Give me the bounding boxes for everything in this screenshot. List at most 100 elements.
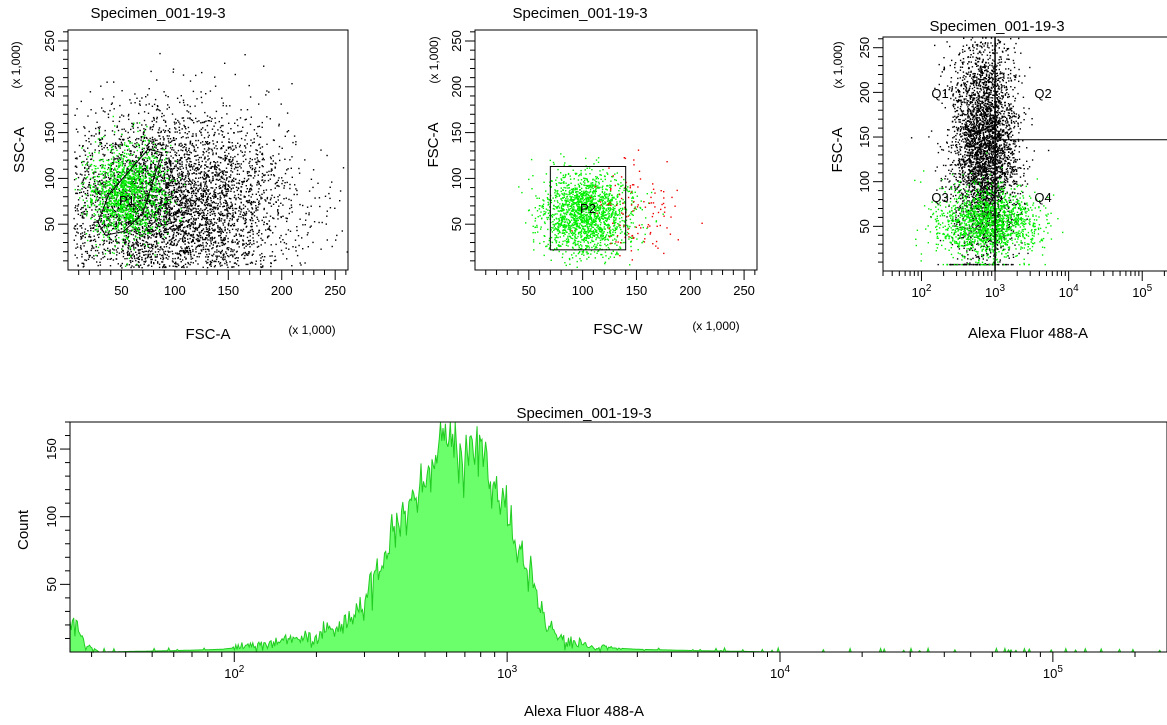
event-dot	[106, 203, 108, 205]
event-dot	[132, 214, 134, 216]
event-dot	[317, 182, 319, 184]
event-dot	[244, 222, 246, 225]
event-dot	[129, 210, 131, 212]
event-dot	[165, 231, 168, 233]
event-dot	[251, 213, 253, 216]
event-dot	[162, 249, 164, 251]
event-dot	[246, 200, 249, 202]
event-dot	[106, 218, 109, 220]
event-dot	[202, 144, 204, 146]
event-dot	[207, 221, 209, 223]
event-dot	[144, 233, 147, 235]
event-dot	[113, 190, 115, 193]
event-dot	[114, 174, 116, 177]
event-dot	[144, 221, 146, 224]
event-dot	[209, 167, 211, 169]
event-dot	[296, 226, 298, 228]
event-dot	[115, 258, 118, 260]
event-dot	[255, 170, 257, 173]
event-dot	[220, 211, 222, 213]
event-dot	[134, 229, 136, 231]
event-dot	[238, 146, 241, 148]
event-dot	[79, 225, 81, 227]
event-dot	[104, 201, 107, 203]
event-dot	[77, 264, 79, 266]
event-dot	[157, 212, 159, 214]
event-dot	[97, 176, 100, 178]
event-dot	[93, 255, 95, 257]
event-dot	[96, 175, 99, 178]
event-dot	[190, 202, 192, 204]
event-dot	[128, 169, 130, 171]
event-dot	[285, 197, 287, 199]
event-dot	[174, 160, 176, 162]
event-dot	[176, 183, 179, 185]
event-dot	[171, 184, 173, 187]
event-dot	[141, 148, 143, 151]
event-dot	[103, 224, 105, 226]
event-dot	[244, 205, 247, 208]
event-dot	[140, 202, 142, 204]
event-dot	[187, 238, 189, 240]
event-dot	[244, 151, 246, 153]
event-dot	[151, 211, 153, 213]
event-dot	[116, 194, 118, 197]
event-dot	[155, 232, 157, 234]
event-dot	[203, 181, 205, 183]
event-dot	[87, 258, 90, 260]
event-dot	[218, 187, 221, 190]
event-dot	[196, 256, 198, 258]
event-dot	[160, 202, 162, 204]
event-dot	[175, 213, 177, 215]
event-dot	[191, 194, 193, 197]
event-dot	[210, 261, 212, 263]
event-dot	[204, 164, 206, 166]
event-dot	[206, 186, 208, 188]
event-dot	[236, 169, 239, 172]
event-dot	[127, 254, 129, 256]
event-dot	[239, 144, 241, 146]
event-dot	[228, 247, 230, 249]
event-dot	[280, 202, 282, 204]
event-dot	[141, 165, 143, 167]
event-dot	[226, 214, 229, 216]
event-dot	[193, 146, 195, 148]
event-dot	[234, 203, 237, 205]
event-dot	[214, 208, 217, 210]
event-dot	[92, 191, 95, 193]
event-dot	[106, 217, 109, 219]
event-dot	[215, 110, 218, 113]
event-dot	[244, 196, 246, 198]
event-dot	[168, 183, 170, 185]
event-dot	[80, 248, 82, 250]
event-dot	[172, 71, 174, 73]
event-dot	[155, 145, 158, 147]
event-dot	[107, 116, 110, 119]
event-dot	[291, 156, 293, 158]
event-dot	[149, 200, 151, 202]
event-dot	[162, 177, 164, 180]
event-dot	[146, 125, 148, 128]
event-dot	[95, 246, 97, 248]
event-dot	[155, 109, 158, 111]
event-dot	[257, 160, 259, 163]
event-dot	[172, 261, 174, 263]
event-dot	[186, 225, 189, 227]
event-dot	[184, 240, 186, 242]
event-dot	[96, 255, 98, 257]
event-dot	[245, 134, 247, 137]
event-dot	[138, 209, 141, 211]
event-dot	[145, 225, 147, 227]
event-dot	[82, 211, 84, 213]
event-dot	[150, 219, 153, 222]
event-dot	[199, 252, 202, 255]
event-dot	[250, 261, 253, 263]
event-dot	[150, 237, 152, 239]
event-dot	[156, 79, 158, 81]
event-dot	[173, 139, 176, 141]
event-dot	[185, 251, 187, 253]
event-dot	[127, 246, 129, 249]
event-dot	[110, 143, 113, 146]
event-dot	[207, 176, 209, 178]
event-dot	[227, 210, 229, 212]
